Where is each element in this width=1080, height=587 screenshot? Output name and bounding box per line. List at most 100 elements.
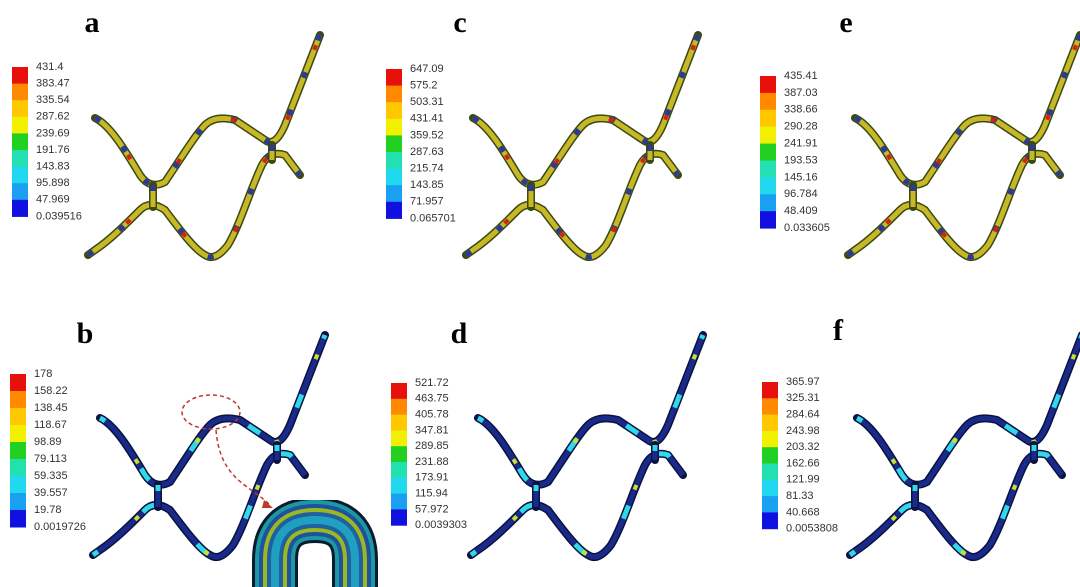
- inset: [252, 500, 378, 587]
- structure: [846, 331, 1080, 561]
- legend-label: 347.81: [415, 424, 449, 436]
- legend-swatch: [391, 414, 407, 431]
- legend-swatch: [760, 109, 776, 128]
- beam: [846, 151, 1062, 260]
- legend-label: 96.784: [784, 188, 818, 200]
- legend-swatch: [391, 430, 407, 447]
- inset-band: [271, 515, 359, 587]
- legend-label: 40.668: [786, 506, 820, 518]
- legend-swatch: [762, 447, 778, 464]
- legend-swatch: [391, 383, 407, 400]
- legend-swatch: [760, 160, 776, 178]
- legend-label: 71.957: [410, 196, 444, 208]
- legend-label: 193.53: [784, 154, 818, 166]
- legend-swatch: [386, 185, 402, 203]
- legend-label: 0.0039303: [415, 519, 467, 531]
- legend-label: 243.98: [786, 425, 820, 437]
- legend-swatch: [12, 100, 28, 118]
- legend-label: 0.0053808: [786, 523, 838, 535]
- legend-label: 359.52: [410, 129, 444, 141]
- panel-label: c: [453, 6, 466, 39]
- legend-label: 59.335: [34, 470, 68, 482]
- legend-label: 383.47: [36, 78, 70, 90]
- beam-contour: [476, 334, 706, 488]
- legend-swatch: [760, 92, 776, 111]
- legend-label: 0.033605: [784, 222, 830, 234]
- panel-label: a: [85, 6, 100, 39]
- beam-contour: [910, 145, 1035, 207]
- legend-label: 503.31: [410, 96, 444, 108]
- beam: [86, 151, 302, 260]
- panel-label: e: [839, 6, 852, 39]
- beam: [464, 151, 680, 260]
- legend-swatch: [386, 69, 402, 87]
- beam-contour: [469, 451, 685, 560]
- legend-label: 287.62: [36, 111, 70, 123]
- callout-arrow: [215, 429, 271, 506]
- legend-swatch: [10, 493, 26, 511]
- legend-label: 118.67: [34, 419, 67, 431]
- legend-swatch: [386, 85, 402, 103]
- beam-outline: [846, 449, 1066, 561]
- legend-label: 138.45: [34, 402, 68, 414]
- legend-label: 405.78: [415, 409, 449, 421]
- legend-swatch: [760, 194, 776, 212]
- legend-label: 387.03: [784, 87, 818, 99]
- legend-label: 0.0019726: [34, 521, 86, 533]
- legend-label: 239.69: [36, 127, 70, 139]
- beam-contour: [471, 34, 701, 188]
- beam-contour: [91, 451, 307, 560]
- legend-label: 290.28: [784, 121, 818, 133]
- beam-contour: [98, 334, 328, 488]
- panel-label: f: [833, 314, 844, 347]
- structure: [89, 331, 329, 561]
- legend-swatch: [386, 168, 402, 186]
- structure: [844, 31, 1080, 261]
- legend-label: 575.2: [410, 80, 438, 92]
- legend-swatch: [762, 398, 778, 416]
- callout-arrowhead: [262, 500, 273, 508]
- beam-outline: [844, 149, 1064, 261]
- legend-label: 57.972: [415, 503, 449, 515]
- legend-swatch: [391, 462, 407, 479]
- legend-label: 231.88: [415, 456, 449, 468]
- legend-swatch: [12, 83, 28, 101]
- legend-swatch: [12, 116, 28, 134]
- legend-label: 143.85: [410, 179, 444, 191]
- legend-label: 81.33: [786, 490, 814, 502]
- legend-swatch: [386, 118, 402, 136]
- legend-swatch: [762, 382, 778, 399]
- legend-swatch: [386, 135, 402, 153]
- beam-outline: [462, 149, 682, 261]
- legend-swatch: [10, 391, 26, 409]
- legend-label: 325.31: [786, 392, 820, 404]
- panel-label: d: [451, 317, 468, 350]
- legend-label: 39.557: [34, 487, 68, 499]
- beam-contour: [848, 451, 1064, 560]
- legend-label: 191.76: [36, 144, 70, 156]
- legend-label: 145.16: [784, 171, 818, 183]
- legend-label: 521.72: [415, 377, 449, 389]
- legend-swatch: [10, 425, 26, 443]
- beam-contour: [533, 445, 658, 507]
- legend-swatch: [12, 199, 28, 217]
- legend-label: 647.09: [410, 63, 444, 75]
- legend-swatch: [760, 211, 776, 229]
- legend-swatch: [762, 463, 778, 481]
- legend-swatch: [760, 143, 776, 161]
- legend-label: 162.66: [786, 457, 820, 469]
- legend-label: 284.64: [786, 409, 820, 421]
- legend-label: 287.63: [410, 146, 444, 158]
- legend-label: 48.409: [784, 205, 818, 217]
- legend-swatch: [760, 76, 776, 94]
- legend-swatch: [10, 374, 26, 392]
- legend-label: 203.32: [786, 441, 820, 453]
- legend-swatch: [386, 201, 402, 219]
- legend-swatch: [10, 510, 26, 528]
- legend-label: 115.94: [415, 488, 448, 500]
- legend-label: 98.89: [34, 436, 62, 448]
- legend-label: 173.91: [415, 472, 449, 484]
- legend-label: 241.91: [784, 138, 818, 150]
